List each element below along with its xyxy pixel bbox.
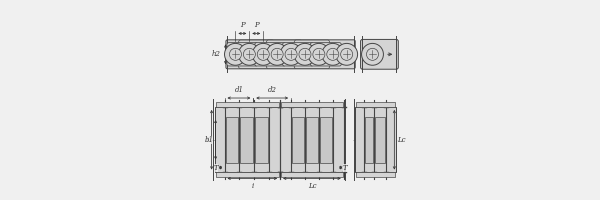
- Bar: [376, 117, 385, 163]
- Bar: [365, 117, 373, 163]
- Circle shape: [280, 43, 302, 65]
- Bar: [355, 107, 397, 172]
- FancyBboxPatch shape: [294, 40, 329, 69]
- Bar: [256, 117, 268, 163]
- Text: b1: b1: [204, 136, 213, 144]
- Text: T: T: [343, 164, 348, 172]
- Circle shape: [362, 43, 383, 65]
- Bar: [320, 117, 332, 163]
- Bar: [215, 107, 280, 172]
- Circle shape: [229, 48, 241, 60]
- Text: h2: h2: [212, 50, 221, 58]
- FancyBboxPatch shape: [361, 39, 398, 69]
- Text: P: P: [254, 21, 259, 29]
- Bar: [356, 172, 395, 177]
- FancyBboxPatch shape: [283, 43, 314, 66]
- Bar: [241, 117, 253, 163]
- FancyBboxPatch shape: [226, 40, 355, 69]
- Bar: [215, 102, 279, 107]
- Text: Lc: Lc: [397, 136, 406, 144]
- Circle shape: [299, 48, 311, 60]
- Circle shape: [238, 43, 260, 65]
- Circle shape: [336, 43, 358, 65]
- FancyBboxPatch shape: [227, 43, 258, 66]
- Text: L: L: [205, 136, 209, 144]
- Circle shape: [224, 43, 247, 65]
- Bar: [280, 107, 344, 172]
- FancyBboxPatch shape: [266, 40, 302, 69]
- Text: d1: d1: [235, 86, 244, 94]
- Circle shape: [244, 48, 256, 60]
- Bar: [281, 172, 343, 177]
- Circle shape: [294, 43, 316, 65]
- Circle shape: [266, 43, 288, 65]
- Bar: [292, 117, 304, 163]
- Circle shape: [253, 43, 274, 65]
- Circle shape: [257, 48, 269, 60]
- Circle shape: [271, 48, 283, 60]
- Bar: [306, 117, 318, 163]
- Bar: [215, 172, 279, 177]
- Text: i: i: [251, 182, 253, 190]
- Text: Lc: Lc: [308, 182, 316, 190]
- Circle shape: [367, 48, 379, 60]
- Circle shape: [322, 43, 344, 65]
- Circle shape: [308, 43, 330, 65]
- Circle shape: [341, 48, 353, 60]
- FancyBboxPatch shape: [255, 43, 286, 66]
- FancyBboxPatch shape: [239, 40, 274, 69]
- Circle shape: [313, 48, 325, 60]
- Bar: [226, 117, 238, 163]
- Circle shape: [285, 48, 297, 60]
- Text: P: P: [240, 21, 245, 29]
- Circle shape: [327, 48, 339, 60]
- Bar: [356, 102, 395, 107]
- Text: d2: d2: [268, 86, 277, 94]
- FancyBboxPatch shape: [310, 43, 341, 66]
- Bar: [281, 102, 343, 107]
- Text: T: T: [214, 164, 218, 172]
